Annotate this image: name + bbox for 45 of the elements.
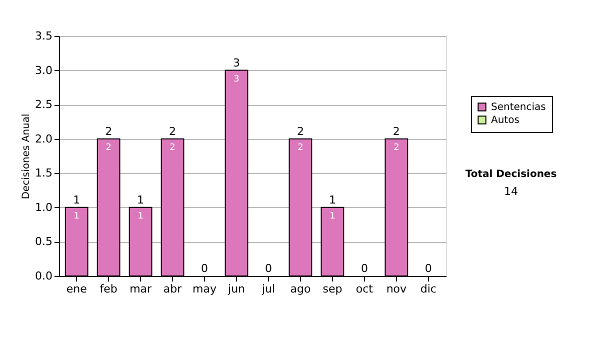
x-tick-label: jun	[227, 282, 246, 296]
text: 14	[504, 185, 518, 198]
total-label: 2	[296, 124, 304, 138]
x-tick-label: sep	[322, 282, 342, 296]
data-label: 2	[106, 142, 112, 153]
data-label: 2	[170, 142, 176, 153]
y-tick-label: 1.5	[35, 166, 52, 180]
y-tick-label: 0.0	[35, 270, 52, 282]
total-label: 0	[264, 262, 272, 275]
y-tick-label: 0.5	[35, 235, 52, 248]
total-label: 0	[424, 262, 432, 275]
total-label: 2	[105, 124, 112, 138]
x-tick-label: may	[192, 282, 217, 296]
total-label: 1	[137, 193, 144, 206]
legend-label: Autos	[491, 115, 520, 126]
total-label: 0	[360, 262, 368, 275]
y-tick-label: 2.0	[35, 132, 52, 146]
x-tick-label: oct	[356, 282, 374, 296]
data-label: 2	[298, 142, 304, 153]
x-tick-label: ago	[290, 282, 311, 296]
x-tick-label: jul	[260, 282, 276, 296]
x-tick-label: abr	[163, 282, 182, 296]
text: Total Decisiones	[465, 169, 557, 180]
x-tick-label: dic	[420, 282, 436, 296]
y-axis-title: Decisiones Anual	[21, 114, 32, 200]
data-label: 2	[394, 142, 400, 153]
data-label: 1	[138, 211, 144, 222]
x-tick-label: ene	[66, 282, 88, 296]
x-tick-label: nov	[386, 282, 408, 296]
total-label: 2	[169, 124, 176, 138]
total-label: 2	[392, 124, 400, 138]
y-tick-label: 3.5	[35, 30, 52, 42]
total-label: 3	[233, 56, 240, 70]
y-tick-label: 3.0	[35, 64, 52, 77]
data-label: 1	[74, 211, 80, 222]
data-label: 1	[330, 211, 336, 222]
x-tick-label: mar	[130, 282, 152, 296]
y-tick-label: 1.0	[35, 200, 52, 214]
total-label: 0	[201, 262, 208, 275]
data-label: 3	[234, 74, 240, 84]
y-tick-label: 2.5	[35, 98, 52, 112]
total-label: 1	[73, 193, 80, 206]
x-tick-label: feb	[100, 282, 118, 296]
legend-label: Sentencias	[491, 102, 546, 113]
total-label: 1	[328, 193, 336, 206]
